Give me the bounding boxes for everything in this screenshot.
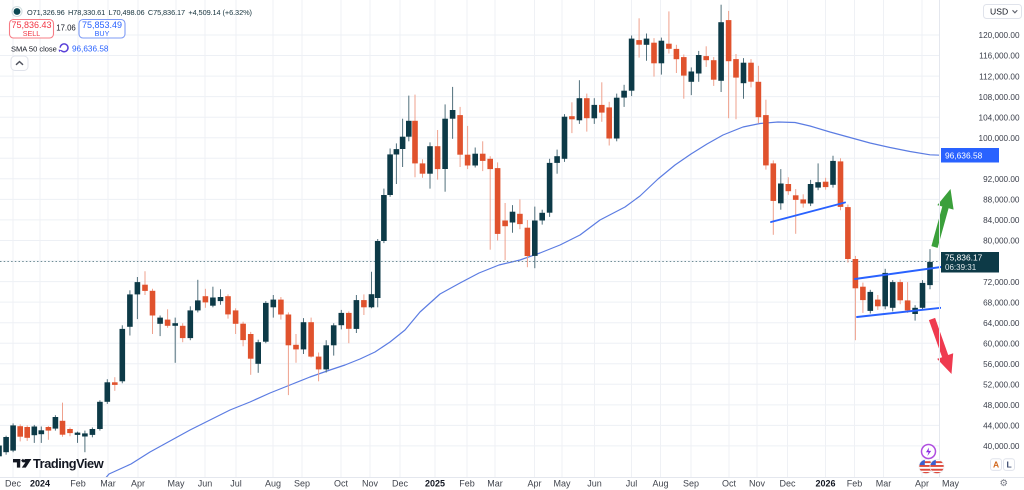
svg-text:06:39:31: 06:39:31 — [945, 263, 977, 272]
svg-text:Nov: Nov — [749, 479, 766, 489]
svg-text:75,853.49: 75,853.49 — [82, 20, 122, 30]
svg-text:80,000.00: 80,000.00 — [983, 237, 1020, 246]
svg-text:40,000.00: 40,000.00 — [983, 442, 1020, 451]
svg-text:84,000.00: 84,000.00 — [983, 216, 1020, 225]
svg-text:116,000.00: 116,000.00 — [979, 52, 1020, 61]
svg-text:75,836.17: 75,836.17 — [945, 253, 983, 263]
svg-text:Aug: Aug — [652, 479, 668, 489]
svg-text:Feb: Feb — [459, 479, 475, 489]
svg-text:⚙: ⚙ — [1000, 478, 1009, 489]
svg-text:75,836.43: 75,836.43 — [11, 20, 51, 30]
svg-text:100,000.00: 100,000.00 — [979, 134, 1020, 143]
svg-text:120,000.00: 120,000.00 — [979, 31, 1020, 40]
svg-text:Feb: Feb — [70, 479, 86, 489]
svg-text:88,000.00: 88,000.00 — [983, 196, 1020, 205]
svg-text:O71,326.96 H78,330.61 L70,49: O71,326.96 H78,330.61 L70,498.06 C75,836… — [27, 8, 252, 17]
svg-text:108,000.00: 108,000.00 — [979, 93, 1020, 102]
svg-text:SMA 50 close: SMA 50 close — [11, 45, 57, 54]
svg-text:Apr: Apr — [527, 479, 541, 489]
svg-text:Jul: Jul — [626, 479, 638, 489]
svg-text:Oct: Oct — [334, 479, 349, 489]
svg-text:May: May — [553, 479, 571, 489]
svg-text:Mar: Mar — [487, 479, 503, 489]
svg-text:Feb: Feb — [847, 479, 863, 489]
svg-text:Dec: Dec — [779, 479, 796, 489]
svg-text:Jun: Jun — [198, 479, 213, 489]
svg-text:May: May — [942, 479, 960, 489]
svg-text:44,000.00: 44,000.00 — [983, 422, 1020, 431]
svg-text:72,000.00: 72,000.00 — [983, 278, 1020, 287]
svg-text:Apr: Apr — [915, 479, 929, 489]
svg-text:BUY: BUY — [95, 29, 110, 38]
svg-text:Jun: Jun — [587, 479, 602, 489]
svg-text:Mar: Mar — [876, 479, 892, 489]
svg-text:2024: 2024 — [30, 479, 50, 489]
svg-text:Mar: Mar — [100, 479, 116, 489]
svg-text:A: A — [993, 460, 999, 470]
svg-text:48,000.00: 48,000.00 — [983, 401, 1020, 410]
svg-text:96,636.58: 96,636.58 — [945, 151, 983, 161]
svg-text:TradingView: TradingView — [33, 456, 104, 471]
svg-text:Nov: Nov — [362, 479, 379, 489]
svg-text:68,000.00: 68,000.00 — [983, 298, 1020, 307]
svg-text:SELL: SELL — [23, 29, 41, 38]
svg-text:52,000.00: 52,000.00 — [983, 381, 1020, 390]
svg-text:17.06: 17.06 — [56, 24, 76, 33]
svg-text:May: May — [167, 479, 185, 489]
svg-text:Jul: Jul — [230, 479, 242, 489]
svg-text:Dec: Dec — [392, 479, 409, 489]
svg-text:96,636.58: 96,636.58 — [72, 45, 109, 54]
svg-text:92,000.00: 92,000.00 — [983, 175, 1020, 184]
svg-text:Sep: Sep — [683, 479, 699, 489]
svg-text:Sep: Sep — [294, 479, 310, 489]
svg-text:2025: 2025 — [425, 479, 445, 489]
svg-text:64,000.00: 64,000.00 — [983, 319, 1020, 328]
svg-text:L: L — [1007, 460, 1012, 470]
svg-text:56,000.00: 56,000.00 — [983, 360, 1020, 369]
svg-text:2026: 2026 — [815, 479, 835, 489]
svg-text:Apr: Apr — [131, 479, 145, 489]
svg-text:112,000.00: 112,000.00 — [979, 72, 1020, 81]
svg-text:60,000.00: 60,000.00 — [983, 339, 1020, 348]
svg-text:Oct: Oct — [722, 479, 737, 489]
svg-text:Dec: Dec — [5, 479, 22, 489]
svg-text:Aug: Aug — [265, 479, 281, 489]
svg-text:104,000.00: 104,000.00 — [979, 113, 1020, 122]
svg-text:USD: USD — [990, 6, 1008, 16]
